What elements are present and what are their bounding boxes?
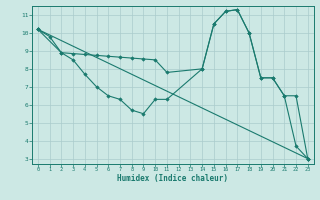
- X-axis label: Humidex (Indice chaleur): Humidex (Indice chaleur): [117, 174, 228, 183]
